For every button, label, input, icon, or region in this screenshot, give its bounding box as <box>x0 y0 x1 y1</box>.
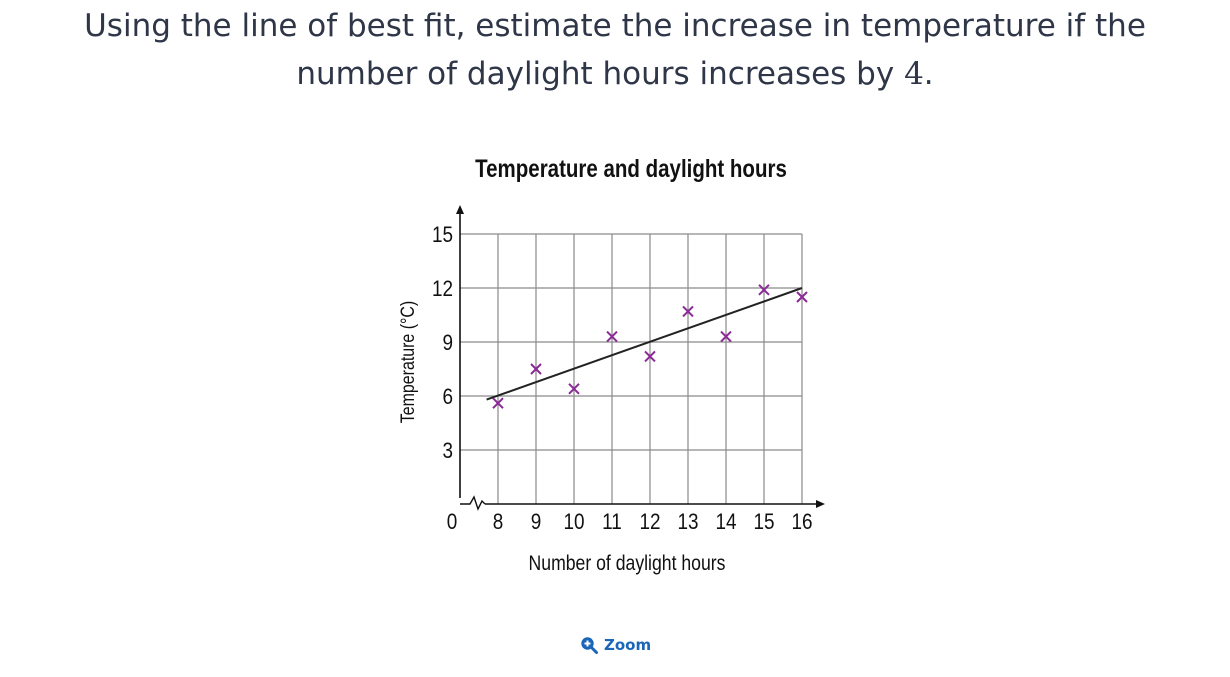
x-tick-label: 8 <box>493 510 504 535</box>
marker-stroke <box>568 383 580 395</box>
data-point-marker <box>492 397 504 409</box>
y-axis-label: Temperature (°C) <box>397 301 419 423</box>
x-axis-break <box>460 495 486 511</box>
chart-title: Temperature and daylight hours <box>475 154 787 182</box>
data-points <box>492 284 808 409</box>
data-point-marker <box>682 305 694 318</box>
marker-stroke <box>720 330 732 343</box>
marker-stroke <box>644 350 656 363</box>
y-tick-label: 12 <box>432 277 453 302</box>
x-tick-label: 13 <box>677 510 698 535</box>
y-tick-label: 9 <box>442 331 453 356</box>
marker-stroke <box>796 291 808 303</box>
question-line-2-end: . <box>923 56 934 92</box>
x-tick-label: 16 <box>791 510 812 535</box>
marker-stroke <box>758 284 770 296</box>
x-tick-label: 11 <box>602 510 622 535</box>
x-tick-label: 14 <box>715 510 736 535</box>
y-tick-label: 15 <box>432 223 453 248</box>
x-tick-label: 10 <box>563 510 584 535</box>
marker-stroke <box>606 330 618 343</box>
zoom-label: Zoom <box>604 636 652 654</box>
question-number: 4 <box>904 56 924 92</box>
data-point-marker <box>758 284 770 296</box>
data-point-marker <box>530 363 542 375</box>
data-point-marker <box>796 291 808 303</box>
chart-grid <box>460 233 803 504</box>
origin-label: 0 <box>447 510 458 535</box>
y-tick-label: 3 <box>442 439 453 464</box>
best-fit-line <box>486 287 803 401</box>
x-axis-arrow <box>816 500 825 508</box>
x-tick-label: 12 <box>639 510 660 535</box>
chart-axes <box>456 205 825 511</box>
best-fit-line-group <box>486 287 803 401</box>
x-axis-label: Number of daylight hours <box>529 552 726 576</box>
question-line-1: Using the line of best fit, estimate the… <box>84 8 1146 44</box>
data-point-marker <box>568 383 580 395</box>
question-line-2: number of daylight hours increases by 4. <box>0 50 1230 98</box>
x-tick-label: 15 <box>753 510 774 535</box>
marker-stroke <box>530 363 542 375</box>
data-point-marker <box>644 350 656 363</box>
data-point-marker <box>720 330 732 343</box>
data-point-marker <box>606 330 618 343</box>
question-text: Using the line of best fit, estimate the… <box>0 2 1230 98</box>
y-axis-arrow <box>456 205 464 214</box>
marker-stroke <box>682 305 694 318</box>
marker-stroke <box>492 397 504 409</box>
x-tick-label: 9 <box>531 510 542 535</box>
zoom-button[interactable]: Zoom <box>580 636 651 654</box>
y-tick-label: 6 <box>442 385 453 410</box>
question-line-2-text: number of daylight hours increases by <box>296 56 905 92</box>
zoom-in-icon <box>581 637 598 654</box>
chart-tick-labels: 8 9 10 11 12 13 14 15 16 3 6 9 12 15 0 <box>432 223 813 535</box>
